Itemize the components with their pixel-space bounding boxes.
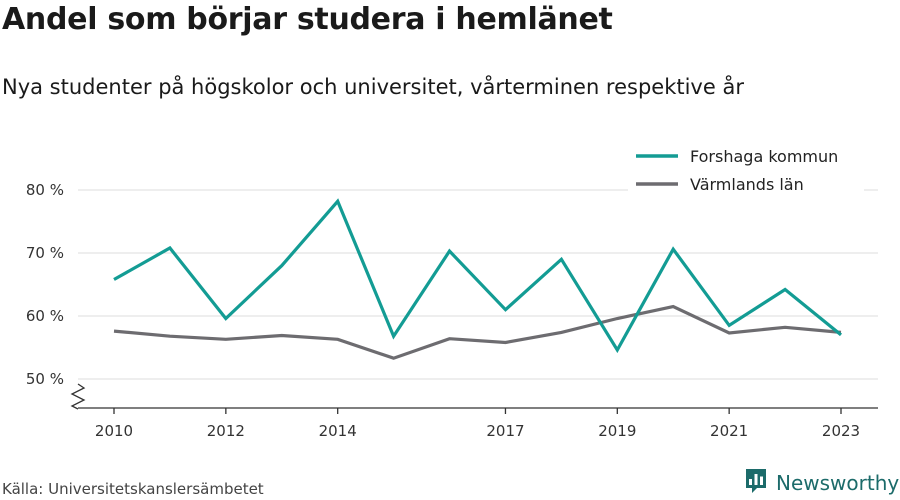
chart-title: Andel som börjar studera i hemlänet: [2, 2, 613, 37]
brand[interactable]: Newsworthy: [744, 468, 900, 498]
y-tick-label: 60 %: [26, 307, 64, 325]
series-line-varmland: [113, 304, 842, 360]
x-tick-label: 2010: [95, 422, 133, 440]
y-tick-label: 70 %: [26, 244, 64, 262]
legend-label: Värmlands län: [690, 175, 804, 194]
x-tick-label: 2021: [710, 422, 748, 440]
legend-background: [628, 142, 864, 196]
x-tick-label: 2017: [486, 422, 524, 440]
legend-label: Forshaga kommun: [690, 147, 838, 166]
y-tick-label: 80 %: [26, 181, 64, 199]
y-tick-label: 50 %: [26, 370, 64, 388]
x-tick-label: 2019: [598, 422, 636, 440]
x-axis: 2010 2012 2014 2017 2019 2021 2023: [78, 407, 878, 440]
series-line-forshaga: [113, 198, 843, 354]
source-note: Källa: Universitetskanslersämbetet: [2, 480, 264, 498]
chart-subtitle: Nya studenter på högskolor och universit…: [2, 75, 744, 99]
axis-break-icon: [70, 383, 86, 410]
y-axis: 50 % 60 % 70 % 80 %: [26, 181, 86, 410]
series-lines: [113, 198, 843, 360]
brand-name: Newsworthy: [776, 471, 900, 495]
x-tick-label: 2014: [319, 422, 357, 440]
legend: Forshaga kommun Värmlands län: [628, 142, 864, 196]
x-tick-label: 2012: [207, 422, 245, 440]
x-tick-label: 2023: [822, 422, 860, 440]
bar-chart-icon: [744, 468, 768, 498]
